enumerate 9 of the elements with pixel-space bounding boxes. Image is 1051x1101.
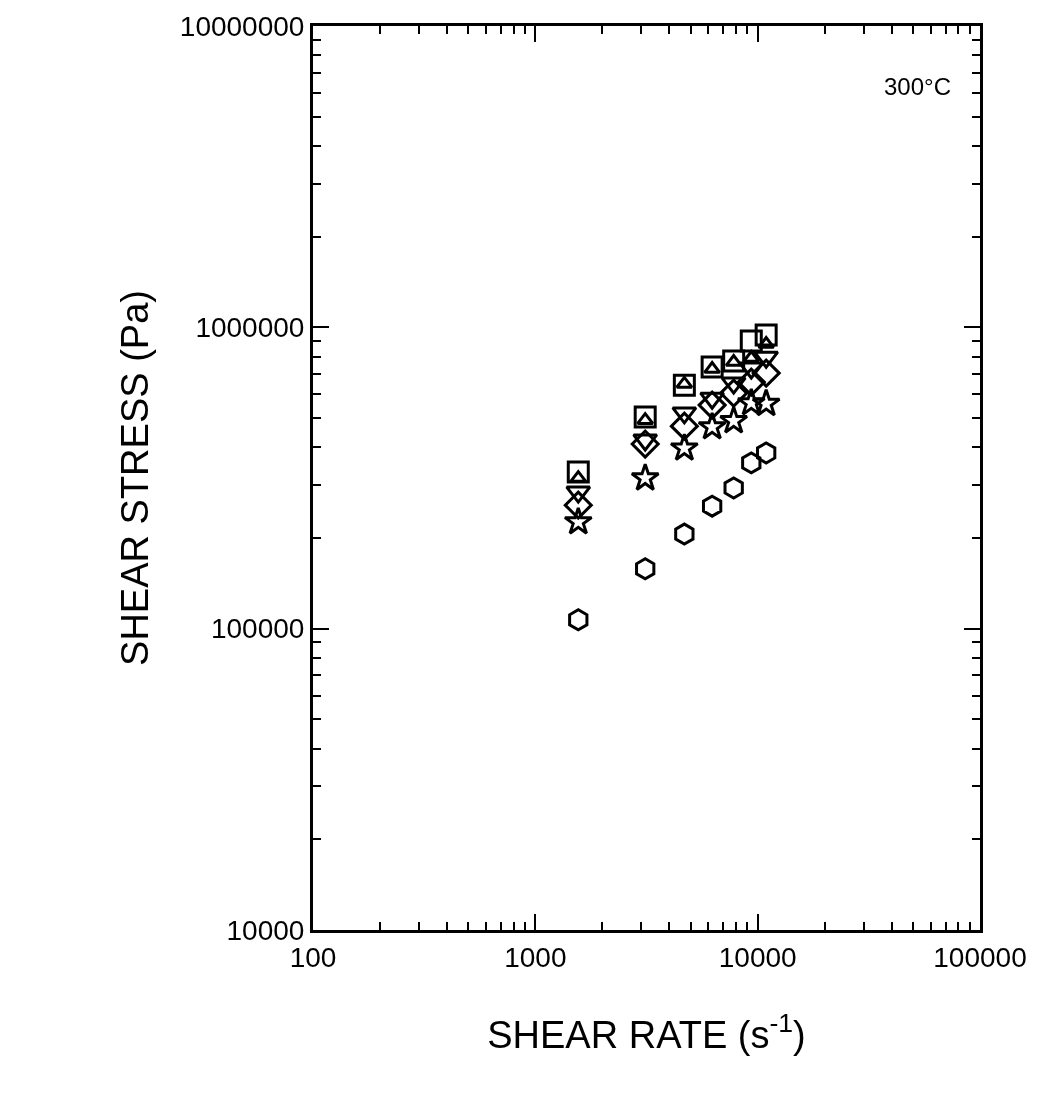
x-tick-label: 1000 <box>504 941 567 973</box>
x-tick-label: 100000 <box>933 941 1027 973</box>
annotation: 300°C <box>884 73 951 100</box>
y-tick-label: 100000 <box>210 613 305 645</box>
y-tick-label: 10000000 <box>179 10 305 42</box>
x-tick-label: 10000 <box>718 941 797 973</box>
y-axis-title: SHEAR STRESS (Pa) <box>114 290 157 666</box>
x-axis-title: SHEAR RATE (s$^{-1}$) <box>487 1007 806 1056</box>
y-tick-label: 1000000 <box>195 312 305 344</box>
